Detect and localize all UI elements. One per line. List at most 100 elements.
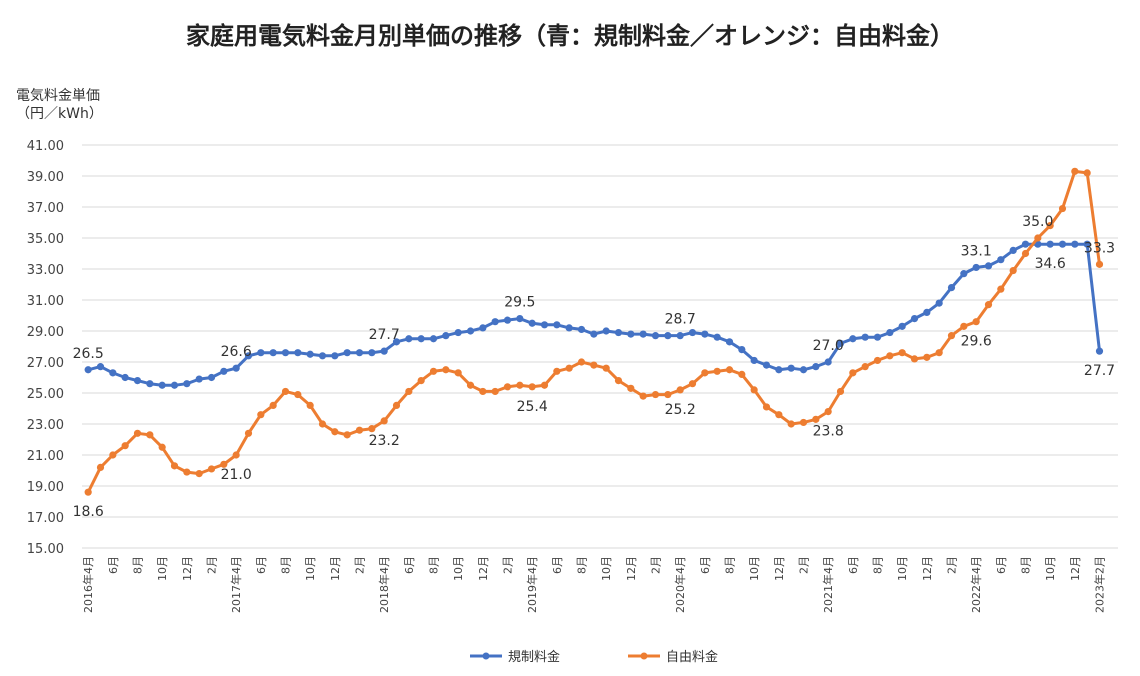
data-point: [355, 426, 364, 434]
y-tick-label: 41.00: [27, 139, 64, 154]
data-point: [1083, 169, 1091, 177]
data-point: [257, 411, 265, 419]
legend-label-regulated: 規制料金: [508, 649, 560, 665]
data-point: [405, 387, 413, 396]
data-point: [664, 390, 672, 399]
data-point: [318, 352, 327, 360]
data-point: [269, 349, 277, 357]
y-tick-label: 31.00: [27, 294, 64, 309]
y-tick-label: 35.00: [27, 232, 64, 247]
x-tick-label: 2月: [206, 556, 219, 574]
data-point: [824, 408, 832, 416]
data-point: [146, 431, 154, 439]
x-tick-label: 2月: [946, 556, 959, 574]
data-point: [269, 401, 277, 409]
data-point: [923, 353, 931, 361]
data-point: [429, 367, 438, 375]
series-group: [84, 167, 1104, 496]
data-point: [146, 380, 154, 388]
data-point: [1021, 249, 1030, 258]
data-point: [750, 356, 758, 365]
data-point: [651, 332, 660, 340]
data-point: [405, 335, 413, 343]
data-label: 33.1: [961, 243, 992, 259]
data-point: [935, 299, 943, 307]
x-tick-label: 8月: [576, 556, 589, 574]
x-tick-label: 2月: [502, 556, 515, 574]
data-point: [318, 420, 327, 428]
x-tick-label: 10月: [896, 556, 909, 581]
data-point: [639, 330, 647, 338]
x-tick-label: 10月: [748, 556, 761, 581]
data-point: [503, 383, 512, 391]
x-tick-label: 12月: [625, 556, 638, 581]
data-point: [1095, 260, 1104, 268]
data-point: [750, 386, 758, 394]
data-point: [972, 318, 980, 326]
data-point: [442, 332, 450, 340]
data-point: [960, 270, 968, 278]
data-point: [417, 335, 425, 343]
data-point: [232, 364, 240, 372]
data-point: [454, 328, 462, 337]
data-point: [565, 324, 573, 332]
data-point: [355, 349, 364, 357]
data-point: [466, 381, 475, 389]
chart-title: 家庭用電気料金月別単価の推移（青：規制料金／オレンジ：自由料金）: [186, 22, 954, 50]
y-tick-label: 25.00: [27, 387, 64, 402]
data-point: [392, 338, 401, 346]
data-point: [343, 349, 351, 357]
data-point: [109, 369, 117, 377]
data-point: [232, 451, 240, 459]
x-tick-label: 8月: [132, 556, 145, 574]
data-point: [491, 387, 499, 396]
x-tick-label: 8月: [724, 556, 737, 574]
y-tick-label: 23.00: [27, 418, 64, 433]
x-tick-label: 2月: [354, 556, 367, 574]
data-point: [627, 384, 635, 392]
data-point: [1021, 240, 1030, 248]
data-point: [183, 380, 191, 388]
data-point: [528, 383, 536, 391]
data-point: [614, 377, 623, 385]
data-point: [602, 327, 610, 335]
x-tick-label: 12月: [773, 556, 786, 581]
x-tick-label: 2021年4月: [821, 556, 835, 613]
data-point: [577, 358, 586, 366]
data-point: [96, 463, 105, 471]
x-tick-label: 10月: [1044, 556, 1057, 581]
data-point: [195, 375, 203, 383]
x-tick-label: 10月: [156, 556, 169, 581]
data-point: [836, 387, 845, 396]
legend-marker-regulated: [482, 652, 490, 660]
data-point: [1058, 240, 1067, 248]
x-tick-label: 10月: [600, 556, 613, 581]
data-label: 27.0: [813, 338, 844, 354]
data-point: [799, 366, 808, 374]
data-point: [306, 350, 314, 358]
data-point: [207, 373, 216, 382]
data-point: [824, 358, 832, 366]
data-label: 27.7: [1084, 363, 1115, 379]
data-point: [701, 330, 709, 338]
x-tick-label: 12月: [477, 556, 490, 581]
data-point: [725, 338, 734, 346]
data-point: [306, 401, 314, 409]
data-point: [1009, 246, 1017, 254]
data-point: [688, 328, 697, 337]
data-point: [1071, 167, 1079, 175]
data-point: [479, 324, 487, 332]
data-point: [812, 363, 820, 371]
data-point: [84, 488, 92, 496]
data-label: 21.0: [221, 467, 252, 483]
data-point: [627, 330, 635, 338]
data-point: [997, 256, 1005, 264]
data-point: [812, 415, 820, 423]
data-point: [281, 387, 290, 396]
x-tick-label: 6月: [995, 556, 1008, 574]
data-point: [910, 355, 919, 363]
data-point: [676, 332, 684, 340]
data-point: [331, 428, 339, 436]
